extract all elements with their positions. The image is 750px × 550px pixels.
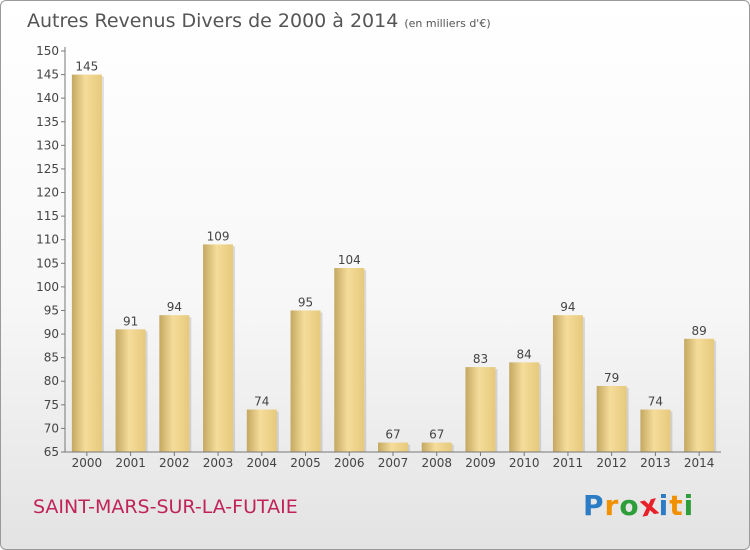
data-label: 89 xyxy=(691,324,706,338)
bar xyxy=(552,315,583,452)
y-tick-label: 145 xyxy=(36,68,59,82)
y-axis: 65 70 75 80 85 90 95 100 105 110 115 120 125 130 135 14… xyxy=(36,44,66,459)
data-label: 74 xyxy=(254,395,269,409)
chart-unit: (en milliers d'€) xyxy=(404,17,491,30)
x-tick-label: 2008 xyxy=(421,456,452,470)
y-tick-label: 110 xyxy=(36,233,59,247)
bar xyxy=(203,244,234,452)
data-label: 74 xyxy=(648,395,663,409)
commune-name: SAINT-MARS-SUR-LA-FUTAIE xyxy=(33,496,298,518)
y-tick-label: 125 xyxy=(36,162,59,176)
x-tick-label: 2012 xyxy=(596,456,627,470)
y-tick-label: 95 xyxy=(44,303,59,317)
bar xyxy=(115,329,146,452)
x-tick-label: 2003 xyxy=(203,456,234,470)
data-label: 84 xyxy=(517,347,532,361)
logo-letter: t xyxy=(669,489,684,522)
data-label: 67 xyxy=(429,428,444,442)
data-label: 91 xyxy=(123,314,138,328)
data-label: 95 xyxy=(298,295,313,309)
bar xyxy=(378,442,408,452)
y-tick-label: 100 xyxy=(36,280,59,294)
logo-letter: i xyxy=(658,489,670,522)
y-tick-label: 150 xyxy=(36,44,59,58)
x-tick-label: 2001 xyxy=(115,456,146,470)
data-label: 79 xyxy=(604,371,619,385)
chart-header: Autres Revenus Divers de 2000 à 2014 (en … xyxy=(27,10,491,32)
x-tick-label: 2009 xyxy=(465,456,496,470)
data-label: 104 xyxy=(338,253,361,267)
bar xyxy=(684,338,715,452)
data-label: 83 xyxy=(473,352,488,366)
data-label: 67 xyxy=(385,428,400,442)
y-tick-label: 115 xyxy=(36,209,59,223)
y-tick-label: 65 xyxy=(44,445,59,459)
bar xyxy=(509,362,540,452)
y-tick-label: 80 xyxy=(44,374,59,388)
logo-letter: r xyxy=(604,489,620,522)
y-tick-label: 105 xyxy=(36,256,59,270)
bar xyxy=(640,409,671,452)
data-label: 94 xyxy=(560,300,575,314)
y-tick-label: 120 xyxy=(36,186,59,200)
x-tick-label: 2006 xyxy=(334,456,365,470)
x-tick-label: 2007 xyxy=(378,456,409,470)
data-label: 145 xyxy=(75,60,98,74)
x-tick-label: 2000 xyxy=(72,456,103,470)
x-tick-label: 2004 xyxy=(247,456,278,470)
logo-letter: i xyxy=(683,489,695,522)
bar xyxy=(596,385,627,452)
y-tick-label: 70 xyxy=(44,421,59,435)
x-tick-label: 2005 xyxy=(290,456,321,470)
proxiti-logo: Proxiti xyxy=(583,487,695,523)
x-tick-label: 2010 xyxy=(509,456,540,470)
logo-letter: P xyxy=(583,489,605,522)
bar xyxy=(334,268,365,452)
y-tick-label: 140 xyxy=(36,91,59,105)
data-label: 109 xyxy=(207,229,230,243)
bars: 145 91 94 109 74 95 104 67 67 83 84 94 79 74 89 xyxy=(71,60,717,453)
bar xyxy=(290,310,321,452)
x-axis: 2000 2001 2002 2003 2004 2005 2006 2007 2008 2009… xyxy=(65,451,721,470)
bar xyxy=(246,409,277,452)
x-tick-label: 2002 xyxy=(159,456,190,470)
bar xyxy=(465,367,496,452)
logo-letter: o xyxy=(619,489,640,522)
data-label: 94 xyxy=(167,300,182,314)
y-tick-label: 85 xyxy=(44,351,59,365)
x-tick-label: 2013 xyxy=(640,456,671,470)
y-tick-label: 90 xyxy=(44,327,59,341)
bar xyxy=(71,74,102,453)
bar xyxy=(159,315,190,452)
y-tick-label: 135 xyxy=(36,115,59,129)
x-tick-label: 2011 xyxy=(553,456,584,470)
chart-title: Autres Revenus Divers de 2000 à 2014 xyxy=(27,10,399,32)
bar xyxy=(421,442,452,452)
y-tick-label: 130 xyxy=(36,138,59,152)
x-tick-label: 2014 xyxy=(684,456,715,470)
y-tick-label: 75 xyxy=(44,398,59,412)
